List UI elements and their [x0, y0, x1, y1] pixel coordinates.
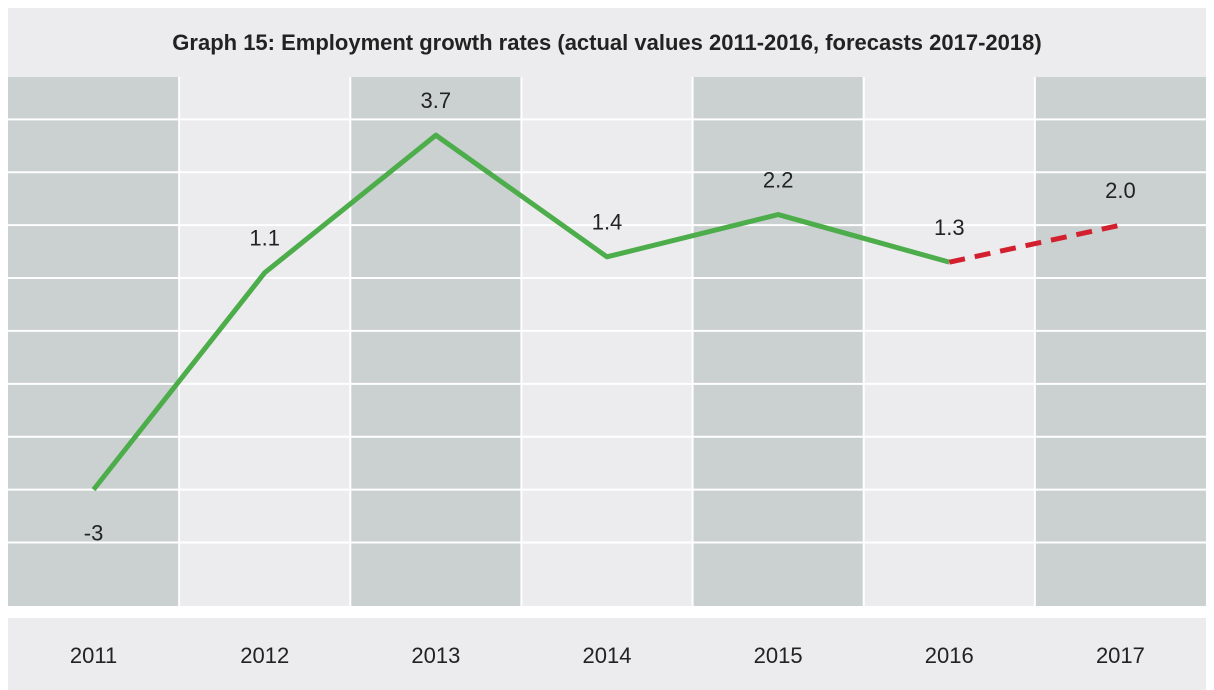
column-band — [179, 77, 351, 606]
data-label: 2.2 — [763, 167, 794, 192]
data-label: 3.7 — [421, 88, 452, 113]
x-tick-label: 2013 — [411, 643, 460, 668]
column-band — [521, 77, 693, 606]
column-band — [1034, 77, 1206, 606]
x-tick-label: 2015 — [754, 643, 803, 668]
x-tick-label: 2014 — [583, 643, 632, 668]
column-band — [8, 77, 180, 606]
chart-title: Graph 15: Employment growth rates (actua… — [172, 30, 1041, 55]
series-line — [948, 222, 1121, 265]
x-tick-label: 2011 — [70, 643, 117, 668]
data-label: 1.3 — [934, 215, 965, 240]
data-label: 1.1 — [249, 226, 280, 251]
x-tick-label: 2017 — [1096, 643, 1145, 668]
data-label: -3 — [84, 520, 104, 545]
data-label: 2.0 — [1105, 178, 1136, 203]
column-band — [350, 77, 522, 606]
category-band — [8, 618, 1206, 690]
data-label: 1.4 — [592, 210, 623, 235]
series-line — [91, 132, 950, 492]
column-band — [692, 77, 864, 606]
column-band — [863, 77, 1035, 606]
title-band — [8, 8, 1206, 77]
x-tick-label: 2012 — [240, 643, 289, 668]
x-tick-label: 2016 — [925, 643, 974, 668]
